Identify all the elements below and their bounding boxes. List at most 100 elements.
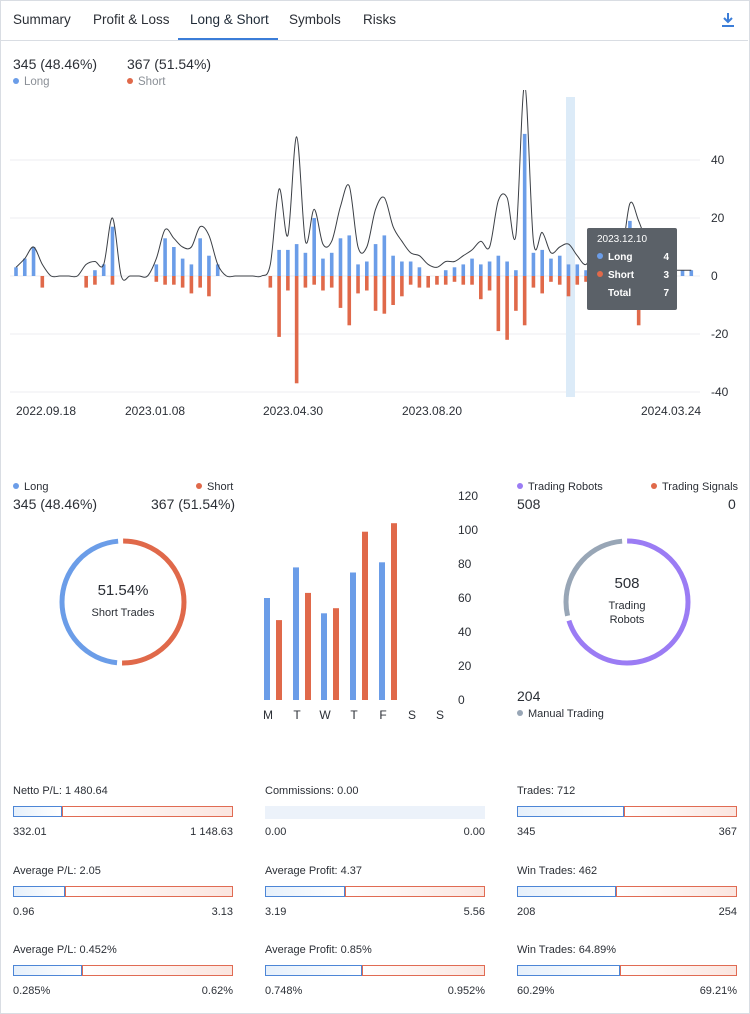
short-bar bbox=[321, 276, 325, 291]
long-bar bbox=[496, 255, 501, 276]
long-bar bbox=[557, 255, 562, 276]
stat-bar-right-segment bbox=[362, 965, 485, 976]
long-bar bbox=[356, 264, 360, 276]
tooltip-row-total: Total 7 bbox=[608, 288, 669, 299]
long-bar bbox=[505, 261, 509, 276]
stat-title: Average Profit: 4.37 bbox=[265, 865, 363, 877]
long-bar bbox=[93, 270, 97, 276]
stat-ratio-bar bbox=[265, 886, 485, 897]
long-bar bbox=[531, 252, 536, 276]
donut-left-long-label: Long bbox=[24, 481, 49, 493]
short-dot-icon bbox=[127, 77, 133, 84]
short-bar bbox=[391, 276, 395, 305]
tab-risks[interactable]: Risks bbox=[363, 12, 396, 27]
long-bar bbox=[575, 264, 580, 276]
long-bar bbox=[215, 264, 220, 276]
tooltip-row-long: Long 4 bbox=[597, 252, 669, 263]
stat-bar-left-segment bbox=[13, 806, 62, 817]
long-bar bbox=[566, 264, 571, 276]
donut-right-legend-manual: Manual Trading bbox=[517, 708, 604, 720]
donut-left-long-dot-icon bbox=[13, 483, 19, 490]
short-bar bbox=[400, 276, 404, 297]
weekday-long-bar bbox=[321, 613, 327, 700]
stat-ratio-bar bbox=[517, 806, 737, 817]
short-bar bbox=[505, 276, 509, 340]
short-bar bbox=[207, 276, 211, 297]
short-legend-label: Short bbox=[138, 76, 166, 88]
robots-value: 508 bbox=[517, 496, 541, 512]
short-bar bbox=[584, 276, 588, 282]
short-bar bbox=[180, 276, 185, 288]
signals-dot-icon bbox=[651, 483, 657, 490]
tab-long-short[interactable]: Long & Short bbox=[190, 12, 269, 27]
long-bar bbox=[286, 249, 290, 276]
weekday-y-tick-label: 60 bbox=[458, 591, 472, 605]
donut-left-legend-long: Long bbox=[13, 481, 48, 493]
weekday-label: T bbox=[350, 708, 358, 722]
stat-title: Win Trades: 64.89% bbox=[517, 944, 617, 956]
long-bar bbox=[31, 247, 36, 276]
weekday-short-bar bbox=[276, 620, 282, 700]
donut-left-short-arc bbox=[59, 538, 187, 666]
donut-left-short-dot-icon bbox=[196, 483, 202, 490]
long-bar bbox=[347, 235, 352, 276]
short-bar bbox=[443, 276, 448, 285]
long-bar bbox=[408, 261, 413, 276]
stat-bar-left-segment bbox=[13, 886, 65, 897]
long-bar bbox=[689, 270, 694, 276]
stat-bar-left-segment bbox=[517, 965, 620, 976]
short-bar bbox=[338, 276, 343, 308]
weekday-short-bar bbox=[333, 608, 339, 700]
stat-bar-right-segment bbox=[65, 886, 233, 897]
stat-title: Average P/L: 0.452% bbox=[13, 944, 117, 956]
weekday-long-bar bbox=[379, 562, 385, 700]
short-bar bbox=[84, 276, 88, 288]
long-dot-icon bbox=[13, 77, 19, 84]
long-bar bbox=[22, 258, 27, 276]
tooltip-short-value: 3 bbox=[663, 270, 669, 281]
stat-bar-right-segment bbox=[620, 965, 737, 976]
stat-bar-left-segment bbox=[265, 965, 362, 976]
long-short-timeline-chart: 40 20 0 -20 -40 2022.09.18 2023.01.08 2023.04.3… bbox=[10, 90, 729, 418]
download-icon[interactable] bbox=[720, 12, 736, 28]
long-summary-value: 345 (48.46%) bbox=[13, 56, 98, 72]
short-bar bbox=[496, 276, 501, 332]
short-legend: Short bbox=[127, 76, 166, 88]
weekday-y-tick-label: 20 bbox=[458, 659, 472, 673]
short-bar bbox=[172, 276, 176, 285]
hover-highlight bbox=[566, 97, 575, 397]
y-tick-label: -40 bbox=[711, 385, 729, 399]
manual-value: 204 bbox=[517, 688, 541, 704]
stat-left-value: 60.29% bbox=[517, 985, 555, 997]
short-bar bbox=[198, 276, 202, 288]
weekday-label: S bbox=[408, 708, 416, 722]
short-bar bbox=[557, 276, 562, 285]
tab-summary[interactable]: Summary bbox=[13, 12, 71, 27]
active-tab-indicator bbox=[178, 38, 278, 40]
weekday-y-tick-label: 0 bbox=[458, 693, 465, 707]
short-bar bbox=[40, 276, 45, 288]
tab-symbols[interactable]: Symbols bbox=[289, 12, 341, 27]
donut-right-robots-arc bbox=[563, 538, 691, 666]
short-bar bbox=[417, 276, 422, 288]
stat-right-value: 367 bbox=[718, 826, 737, 838]
short-bar bbox=[382, 276, 387, 314]
tab-profit-loss[interactable]: Profit & Loss bbox=[93, 12, 170, 27]
weekday-long-bar bbox=[264, 598, 270, 700]
short-bar bbox=[531, 276, 536, 288]
long-bar bbox=[391, 255, 395, 276]
stat-right-value: 1 148.63 bbox=[190, 826, 233, 838]
stat-bar-empty bbox=[265, 806, 485, 819]
long-bar bbox=[443, 270, 448, 276]
stat-title: Average P/L: 2.05 bbox=[13, 865, 101, 877]
manual-label: Manual Trading bbox=[528, 708, 604, 720]
donut-left-center-value: 51.54% bbox=[97, 582, 149, 599]
weekday-label: T bbox=[293, 708, 301, 722]
stat-right-value: 5.56 bbox=[463, 906, 485, 918]
long-bar bbox=[382, 235, 387, 276]
stat-bar-right-segment bbox=[624, 806, 737, 817]
stat-ratio-bar bbox=[13, 806, 233, 817]
weekday-y-tick-label: 40 bbox=[458, 625, 472, 639]
short-bar bbox=[452, 276, 457, 282]
stat-title: Trades: 712 bbox=[517, 785, 576, 797]
